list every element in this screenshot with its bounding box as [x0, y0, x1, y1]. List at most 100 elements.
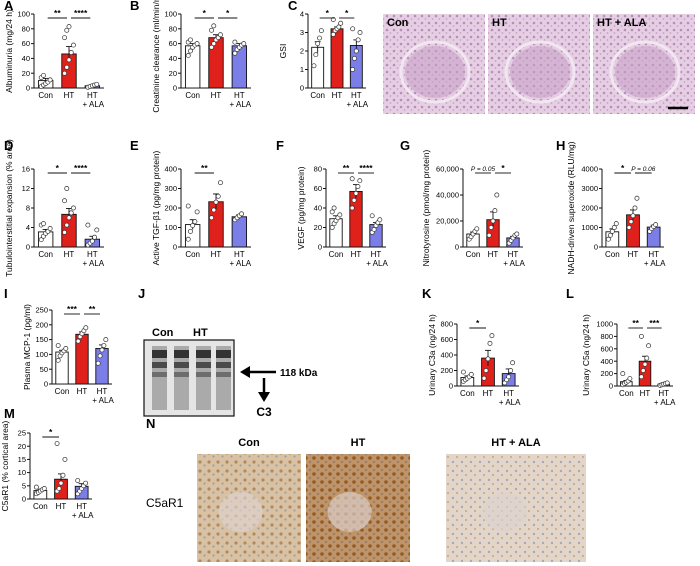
panel-label: C — [288, 0, 298, 13]
category-label: HT — [87, 250, 98, 259]
significance-label: * — [345, 8, 349, 18]
y-tick-label: 40 — [169, 54, 177, 63]
micrograph-2: HT + ALA — [593, 14, 695, 114]
data-point — [89, 238, 95, 244]
data-point — [638, 333, 644, 339]
significance-label: ** — [54, 8, 61, 18]
y-tick-label: 0 — [173, 243, 177, 252]
y-tick-label: 100 — [17, 10, 30, 19]
y-tick-label: 100 — [164, 10, 177, 19]
y-tick-label: 600 — [440, 335, 453, 344]
y-tick-label: 12 — [22, 184, 30, 193]
data-point — [492, 208, 498, 214]
data-point — [487, 340, 493, 346]
blot-band — [196, 372, 211, 377]
panel-label: L — [566, 286, 574, 301]
data-point — [489, 333, 495, 339]
category-label: HT — [332, 91, 343, 100]
bar — [330, 28, 344, 89]
y-tick-label: 150 — [35, 335, 48, 344]
category-label-suffix: + ALA — [499, 398, 521, 407]
data-point — [55, 357, 61, 363]
y-tick-label: 0 — [449, 382, 453, 391]
data-point — [194, 41, 200, 47]
data-point — [331, 205, 337, 211]
data-point — [209, 27, 214, 33]
panel-label: B — [130, 0, 139, 13]
category-label: Con — [466, 250, 481, 259]
data-point — [490, 218, 496, 224]
y-axis-title: Nitrotyrosine (pmol/mg protein) — [421, 149, 431, 266]
significance-label: * — [49, 427, 53, 437]
data-point — [377, 217, 383, 223]
data-point — [92, 234, 98, 240]
data-point — [355, 37, 361, 43]
data-point — [194, 209, 200, 215]
blot-band — [152, 372, 167, 377]
data-point — [71, 205, 76, 211]
y-tick-label: 600 — [600, 344, 613, 353]
ihc-image-1: HT — [306, 437, 410, 562]
category-label: Con — [185, 250, 200, 259]
data-point — [40, 221, 46, 227]
data-point — [211, 23, 217, 29]
data-point — [488, 225, 494, 230]
bowman-space-shape — [504, 40, 576, 104]
blot-band — [174, 362, 189, 368]
data-point — [99, 347, 105, 353]
y-tick-label: 2000 — [581, 204, 598, 213]
bar — [95, 348, 109, 385]
significance-label: ** — [632, 318, 639, 328]
data-point — [185, 52, 191, 58]
y-tick-label: 4 — [26, 223, 30, 232]
data-point — [468, 371, 474, 377]
category-label: HT — [503, 389, 514, 398]
significance-label: * — [501, 163, 505, 173]
y-tick-label: 3000 — [581, 184, 598, 193]
data-point — [664, 380, 670, 386]
data-point — [609, 228, 615, 234]
category-label: Con — [55, 387, 70, 396]
y-tick-label: 60 — [169, 39, 177, 48]
data-point — [632, 205, 638, 211]
data-point — [626, 225, 632, 230]
data-point — [638, 374, 644, 380]
chart-d: D 0 4 8 12 16 Tubulointerstitial expansion (% … — [4, 138, 105, 277]
ihc-image-0: Con — [197, 437, 301, 562]
y-axis-title: VEGF (pg/mg protein) — [296, 166, 306, 249]
data-point — [68, 50, 74, 55]
data-point — [506, 374, 512, 380]
y-axis-title: Active TGF-β1 (pg/mg protein) — [151, 150, 161, 265]
y-tick-label: 1000 — [581, 223, 598, 232]
panel-label: E — [130, 138, 139, 153]
blot-band — [196, 350, 211, 358]
data-point — [209, 44, 214, 50]
data-point — [66, 57, 72, 63]
data-point — [101, 343, 107, 348]
blot-band — [216, 372, 231, 377]
data-point — [353, 190, 359, 196]
category-label-suffix: + ALA — [654, 398, 676, 407]
micrograph-0: Con — [383, 14, 485, 114]
data-point — [369, 213, 375, 219]
data-point — [41, 485, 47, 491]
c3-arrowhead — [258, 392, 270, 402]
y-tick-label: 20 — [169, 69, 177, 78]
category-label: HT — [97, 387, 108, 396]
category-label: HT — [488, 250, 499, 259]
chart-l: L 0 200 400 600 800 1000 Urinary C5a (ng/24 h) C… — [566, 286, 676, 407]
y-tick-label: 0 — [455, 243, 459, 252]
data-point — [613, 221, 619, 227]
significance-label: ** — [343, 163, 350, 173]
data-point — [83, 325, 89, 331]
ihc-label: Con — [238, 437, 260, 449]
category-label: Con — [185, 91, 200, 100]
category-label: HT — [628, 250, 639, 259]
data-point — [66, 215, 72, 221]
significance-label: ** — [201, 163, 208, 173]
ihc-image-2: HT + ALA — [446, 437, 586, 562]
